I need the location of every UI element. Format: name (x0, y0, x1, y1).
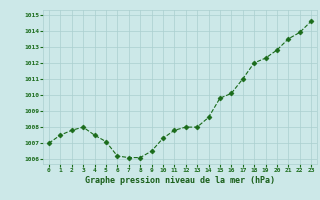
X-axis label: Graphe pression niveau de la mer (hPa): Graphe pression niveau de la mer (hPa) (85, 176, 275, 185)
